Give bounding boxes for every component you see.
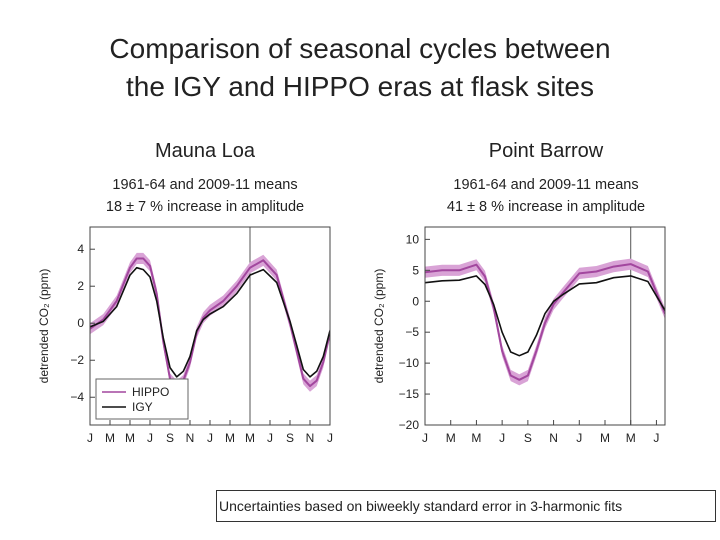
legend-label-igy: IGY	[132, 400, 153, 414]
y-tick-label: 5	[412, 263, 419, 277]
y-axis-label: detrended CO₂ (ppm)	[372, 269, 386, 384]
x-tick-label: M	[626, 431, 636, 445]
site-header-point-barrow: Point Barrow 1961-64 and 2009-11 means 4…	[396, 138, 696, 218]
x-tick-label: J	[87, 431, 93, 445]
x-tick-label: J	[576, 431, 582, 445]
footnote-text: Uncertainties based on biweekly standard…	[219, 498, 623, 514]
x-tick-label: J	[653, 431, 659, 445]
y-tick-label: −10	[399, 356, 420, 370]
slide-title-line-2: the IGY and HIPPO eras at flask sites	[126, 71, 594, 102]
x-tick-label: S	[524, 431, 532, 445]
x-tick-label: M	[600, 431, 610, 445]
series-line-igy	[425, 275, 665, 357]
y-tick-label: 4	[77, 242, 84, 256]
site-name: Mauna Loa	[154, 140, 256, 162]
site-name: Point Barrow	[488, 140, 604, 162]
legend-box	[95, 378, 189, 420]
y-tick-label: −5	[405, 325, 419, 339]
plot-frame	[424, 226, 666, 426]
plot-area	[425, 227, 665, 425]
x-tick-label: M	[471, 431, 481, 445]
y-tick-label: 2	[77, 279, 84, 293]
x-tick-label: M	[105, 431, 115, 445]
x-tick-label: M	[225, 431, 235, 445]
x-tick-label: N	[306, 431, 315, 445]
series-line-igy	[90, 266, 330, 378]
slide-title: Comparison of seasonal cycles between th…	[0, 30, 720, 106]
x-tick-label: J	[267, 431, 273, 445]
y-tick-label: −4	[70, 390, 84, 404]
series-line-hippo	[90, 257, 330, 388]
legend-label-hippo: HIPPO	[132, 385, 169, 399]
y-tick-label: −20	[399, 418, 420, 432]
x-tick-label: N	[186, 431, 195, 445]
site-increase-text: 41 ± 8 % increase in amplitude	[446, 199, 646, 215]
site-increase-text: 18 ± 7 % increase in amplitude	[105, 199, 305, 215]
plot-area	[90, 227, 330, 425]
x-tick-label: J	[207, 431, 213, 445]
series-line-hippo	[425, 263, 665, 381]
site-subtitle: 1961-64 and 2009-11 means 41 ± 8 % incre…	[396, 174, 696, 218]
x-tick-label: J	[422, 431, 428, 445]
y-tick-label: 0	[77, 316, 84, 330]
y-tick-label: −15	[399, 387, 420, 401]
y-axis-label: detrended CO₂ (ppm)	[37, 269, 51, 384]
x-tick-label: S	[286, 431, 294, 445]
slide-title-line-1: Comparison of seasonal cycles between	[109, 33, 611, 64]
x-tick-label: M	[245, 431, 255, 445]
x-tick-label: M	[446, 431, 456, 445]
x-tick-label: J	[327, 431, 333, 445]
site-means-text: 1961-64 and 2009-11 means	[453, 177, 639, 193]
x-tick-label: M	[125, 431, 135, 445]
site-header-mauna-loa: Mauna Loa 1961-64 and 2009-11 means 18 ±…	[55, 138, 355, 218]
y-tick-label: 0	[412, 294, 419, 308]
y-tick-label: −2	[70, 353, 84, 367]
x-tick-label: S	[166, 431, 174, 445]
site-means-text: 1961-64 and 2009-11 means	[112, 177, 298, 193]
x-tick-label: N	[549, 431, 558, 445]
series-band-hippo	[90, 252, 330, 392]
y-tick-label: 10	[406, 232, 420, 246]
footnote-box: Uncertainties based on biweekly standard…	[216, 490, 716, 522]
site-subtitle: 1961-64 and 2009-11 means 18 ± 7 % incre…	[55, 174, 355, 218]
x-tick-label: J	[147, 431, 153, 445]
x-tick-label: J	[499, 431, 505, 445]
